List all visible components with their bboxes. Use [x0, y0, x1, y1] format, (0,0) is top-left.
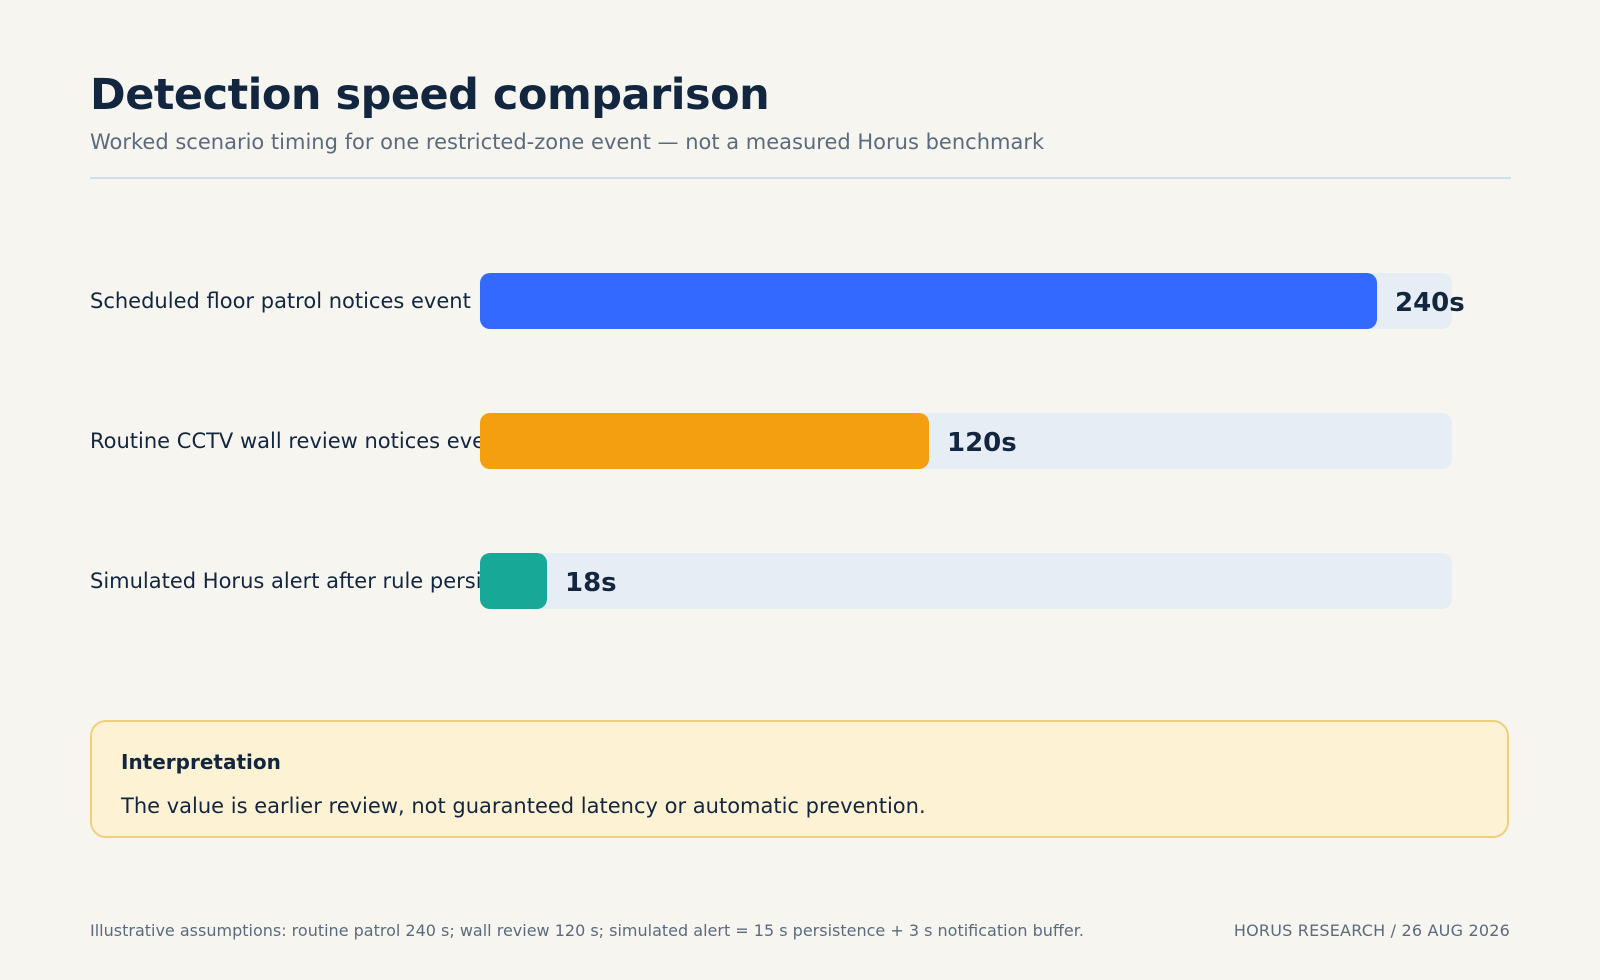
bar-category-label: Scheduled floor patrol notices event: [90, 289, 471, 313]
header-divider: [90, 177, 1511, 179]
page-subtitle: Worked scenario timing for one restricte…: [90, 130, 1045, 154]
page-title: Detection speed comparison: [90, 70, 770, 120]
source-credit: HORUS RESEARCH / 26 AUG 2026: [1233, 921, 1510, 940]
bar-track: 240s: [480, 273, 1465, 329]
bar: [480, 553, 547, 609]
bar-value-label: 240s: [1395, 288, 1465, 318]
bar-category-label: Routine CCTV wall review notices event: [90, 429, 507, 453]
bar-track: 18s: [480, 553, 1452, 609]
callout-body: The value is earlier review, not guarant…: [121, 794, 926, 818]
bar: [480, 273, 1377, 329]
bar-track: 120s: [480, 413, 1452, 469]
bar-value-label: 18s: [565, 568, 617, 598]
assumptions-footnote: Illustrative assumptions: routine patrol…: [90, 921, 1084, 940]
callout-title: Interpretation: [121, 750, 281, 774]
bar-value-label: 120s: [947, 428, 1017, 458]
bar-category-label: Simulated Horus alert after rule persist…: [90, 569, 512, 593]
bar: [480, 413, 929, 469]
interpretation-callout: Interpretation The value is earlier revi…: [90, 720, 1509, 838]
